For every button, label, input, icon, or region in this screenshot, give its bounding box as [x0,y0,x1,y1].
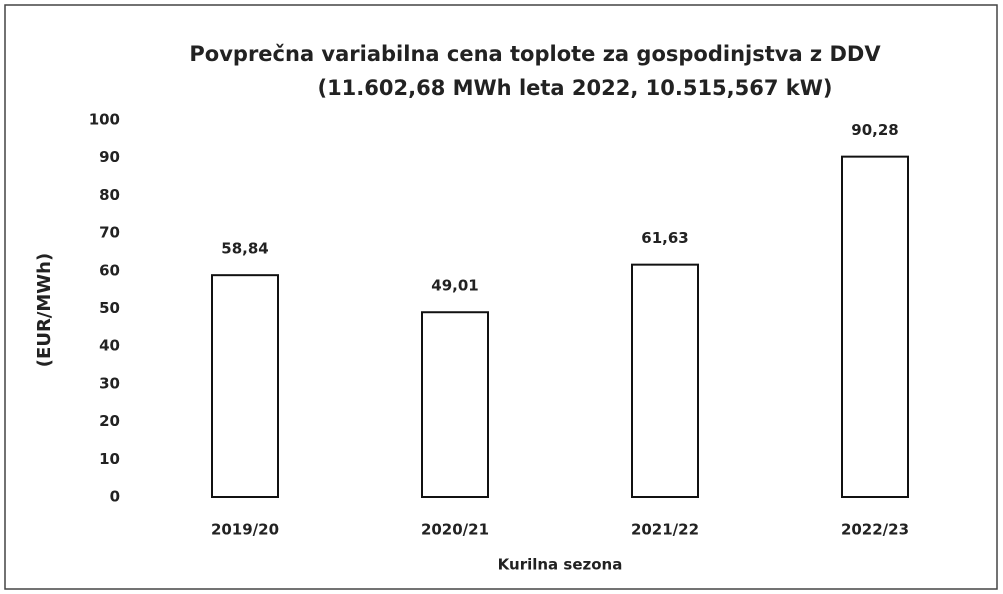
chart-title: Povprečna variabilna cena toplote za gos… [189,42,881,66]
data-label: 90,28 [851,121,898,139]
chart-subtitle: (11.602,68 MWh leta 2022, 10.515,567 kW) [317,76,832,100]
data-label: 61,63 [641,229,688,247]
y-tick-label: 30 [99,374,120,392]
x-axis-title: Kurilna sezona [498,556,623,574]
data-label: 49,01 [431,277,478,295]
bar [841,155,909,498]
y-tick-label: 40 [99,337,120,355]
y-axis-title: (EUR/MWh) [34,253,55,367]
data-label: 58,84 [221,240,268,258]
x-tick-label: 2022/23 [841,521,909,539]
x-tick-label: 2021/22 [631,521,699,539]
y-tick-label: 20 [99,412,120,430]
y-tick-label: 60 [99,261,120,279]
bar [631,263,699,498]
x-tick-label: 2019/20 [211,521,279,539]
y-tick-label: 70 [99,224,120,242]
y-tick-label: 10 [99,450,120,468]
y-tick-label: 0 [110,488,120,506]
y-tick-label: 80 [99,186,120,204]
y-tick-label: 90 [99,148,120,166]
bar [211,274,279,498]
chart-border [4,4,998,590]
y-tick-label: 50 [99,299,120,317]
x-tick-label: 2020/21 [421,521,489,539]
y-tick-label: 100 [89,111,120,129]
bar [421,311,489,498]
